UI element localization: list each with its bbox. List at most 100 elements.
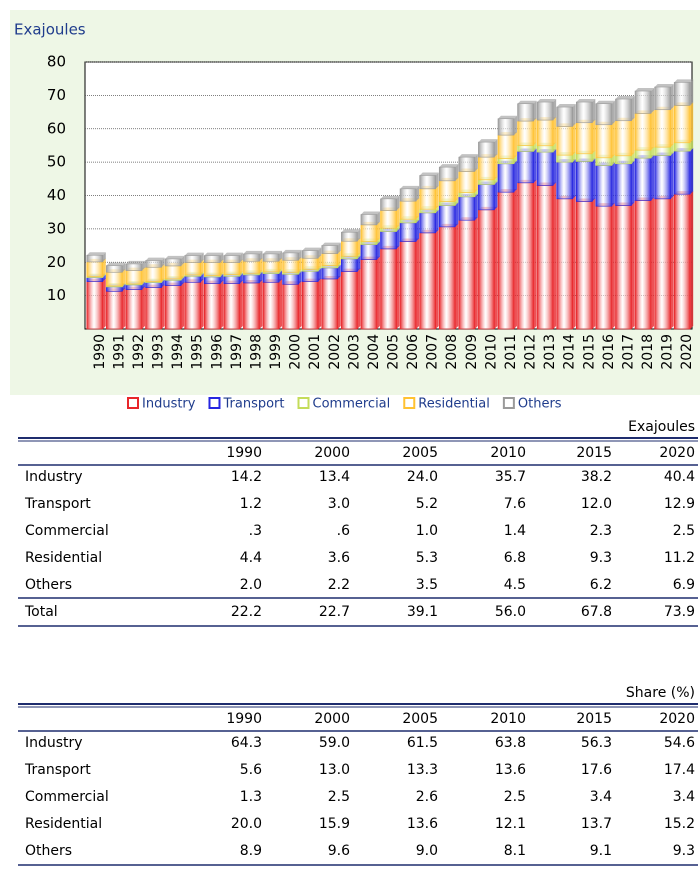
bar-segment <box>654 198 671 330</box>
bar-segment <box>262 253 280 262</box>
bar-segment <box>673 105 691 144</box>
bar-side <box>670 195 674 329</box>
bar-side <box>141 286 145 329</box>
cell: 24.0 <box>407 469 438 485</box>
bar-segment <box>458 192 476 198</box>
bar-side <box>592 198 596 329</box>
bar-segment <box>517 103 534 122</box>
x-tick-label: 1996 <box>209 334 225 370</box>
bar-top <box>419 172 439 176</box>
bar-side <box>259 250 263 262</box>
bar-top <box>654 84 674 88</box>
bar-top <box>674 79 694 83</box>
bar-side <box>474 168 478 193</box>
bar-top <box>537 99 557 103</box>
cell: 9.3 <box>590 550 612 566</box>
x-tick-label: 1997 <box>229 334 245 370</box>
bar-segment <box>243 260 260 274</box>
bar-side <box>572 195 576 329</box>
bar-segment <box>634 157 652 201</box>
cell: 1.0 <box>416 523 438 539</box>
bar-segment <box>86 277 104 282</box>
bar-side <box>474 154 478 172</box>
bar-segment <box>301 257 319 270</box>
bar-side <box>200 271 204 277</box>
bar-top <box>341 229 361 233</box>
x-tick-label: 2001 <box>307 334 323 370</box>
cell: 5.3 <box>416 550 438 566</box>
bar-segment <box>399 241 417 330</box>
legend-label: Transport <box>222 397 284 412</box>
bar-side <box>298 271 302 285</box>
x-tick-label: 2007 <box>425 334 441 370</box>
bar-side <box>279 250 283 262</box>
bar-top <box>478 139 498 143</box>
bar-segment <box>556 126 574 156</box>
bar-segment <box>595 124 613 159</box>
bar-top <box>615 96 635 100</box>
bar-segment <box>341 240 358 257</box>
bar-side <box>259 279 263 329</box>
bar-side <box>455 202 459 227</box>
bar-segment <box>497 134 515 159</box>
bar-side <box>239 273 243 284</box>
bar-segment <box>243 274 260 284</box>
legend-swatch <box>403 397 416 409</box>
bar-side <box>651 147 655 159</box>
bar-side <box>181 277 185 286</box>
bar-side <box>337 250 341 266</box>
bar-side <box>318 266 322 272</box>
bar-segment <box>380 227 397 232</box>
bar-side <box>435 185 439 210</box>
x-tick-label: 2017 <box>620 334 636 370</box>
bar-segment <box>106 286 123 292</box>
bar-segment <box>262 281 280 330</box>
bar-top <box>165 255 185 259</box>
bar-side <box>611 203 615 329</box>
legend-swatch <box>208 397 221 409</box>
bar-side <box>553 149 557 186</box>
bar-side <box>200 279 204 329</box>
bar-segment <box>262 273 280 283</box>
cell: 15.9 <box>319 816 350 832</box>
bar-segment <box>321 265 339 269</box>
bar-segment <box>184 262 201 276</box>
bar-segment <box>595 165 613 207</box>
bar-segment <box>419 212 436 234</box>
bar-side <box>416 219 420 242</box>
bar-segment <box>125 270 143 285</box>
bar-top <box>380 195 400 199</box>
bar-side <box>102 274 106 282</box>
bar-segment <box>634 149 652 159</box>
row-label: Residential <box>25 550 102 566</box>
bar-side <box>200 252 204 263</box>
bar-top <box>125 260 145 264</box>
bar-segment <box>164 265 182 280</box>
x-tick-label: 2006 <box>405 334 421 370</box>
bar-side <box>553 99 557 121</box>
bar-side <box>651 88 655 114</box>
cell: 3.4 <box>590 789 612 805</box>
bar-segment <box>576 153 593 162</box>
x-tick-label: 1990 <box>92 334 108 370</box>
bar-side <box>220 280 224 329</box>
bar-side <box>396 228 400 249</box>
bar-segment <box>125 263 143 271</box>
bar-top <box>223 252 243 256</box>
bar-top <box>204 252 224 256</box>
column-header: 1990 <box>226 711 262 727</box>
bar-side <box>396 225 400 232</box>
bar-segment <box>615 155 632 165</box>
bar-side <box>259 258 263 274</box>
bar-segment <box>184 275 201 283</box>
bar-side <box>631 152 635 164</box>
bar-segment <box>341 255 358 260</box>
bar-side <box>161 284 165 329</box>
cell: 8.1 <box>504 843 526 859</box>
legend-swatch <box>127 397 139 409</box>
bar-side <box>416 216 420 223</box>
bar-top <box>302 247 322 251</box>
column-header: 2000 <box>314 445 350 461</box>
bar-side <box>122 282 126 287</box>
bar-side <box>455 164 459 181</box>
